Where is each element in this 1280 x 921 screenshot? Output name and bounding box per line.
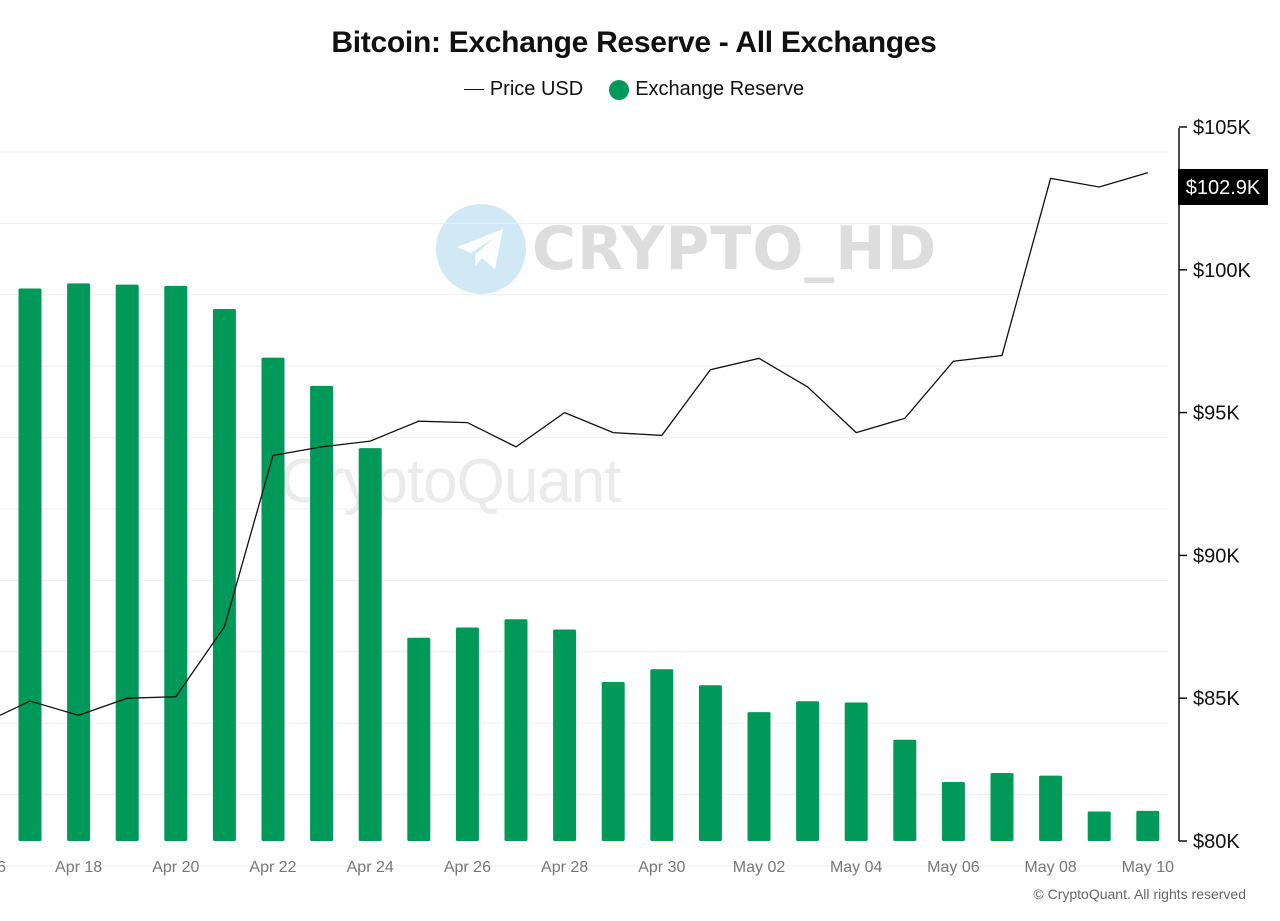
x-tick-label: Apr 22	[249, 859, 296, 876]
reserve-bar[interactable]	[455, 627, 479, 841]
y-tick-label: $90K	[1193, 545, 1240, 567]
reserve-bar[interactable]	[553, 629, 577, 841]
x-tick-label: Apr 30	[638, 859, 685, 876]
x-tick-label: Apr 18	[55, 859, 102, 876]
x-tick-label: Apr 26	[444, 859, 491, 876]
y-tick-label: $85K	[1193, 688, 1240, 710]
reserve-bar[interactable]	[261, 357, 285, 841]
reserve-bar[interactable]	[18, 288, 42, 841]
reserve-bar[interactable]	[504, 619, 528, 841]
x-tick-label: May 08	[1024, 859, 1077, 876]
y-tick-label: $105K	[1193, 117, 1251, 139]
reserve-bar[interactable]	[941, 782, 965, 841]
x-tick-label: May 02	[733, 859, 786, 876]
legend-item-reserve[interactable]: Exchange Reserve	[609, 78, 804, 101]
y-tick-label: $95K	[1193, 403, 1240, 425]
price-line[interactable]	[0, 172, 1148, 717]
reserve-bar[interactable]	[164, 285, 188, 841]
legend-item-price[interactable]: Price USD	[463, 78, 584, 101]
x-tick-label: Apr 20	[152, 859, 199, 876]
reserve-bar[interactable]	[893, 739, 917, 841]
reserve-bar[interactable]	[1136, 810, 1160, 841]
reserve-bar[interactable]	[1087, 811, 1111, 841]
x-tick-label: Apr 24	[347, 859, 394, 876]
reserve-bar[interactable]	[990, 773, 1014, 841]
reserve-bar[interactable]	[1039, 775, 1063, 841]
telegram-plane-icon	[436, 204, 526, 294]
reserve-bar[interactable]	[844, 702, 868, 841]
y-tick-label: $80K	[1193, 831, 1240, 853]
x-tick-label: May 06	[927, 859, 980, 876]
y-tick-label: $100K	[1193, 260, 1251, 282]
x-tick-label: May 10	[1122, 859, 1175, 876]
telegram-watermark-text: CRYPTO_HD	[532, 214, 938, 284]
reserve-bar[interactable]	[601, 682, 625, 841]
last-price-badge	[1178, 168, 1268, 205]
reserve-bar[interactable]	[115, 284, 139, 841]
legend-reserve-label: Exchange Reserve	[635, 78, 805, 100]
reserve-bar[interactable]	[650, 669, 674, 841]
x-tick-label: May 04	[830, 859, 883, 876]
reserve-bar[interactable]	[747, 712, 771, 841]
reserve-bar[interactable]	[796, 701, 820, 841]
legend-dot-swatch	[609, 79, 630, 100]
legend-price-label: Price USD	[489, 78, 584, 100]
chart-legend: Price USD Exchange Reserve	[0, 78, 1268, 101]
cryptoquant-watermark: CryptoQuant	[280, 447, 622, 516]
reserve-bar[interactable]	[698, 685, 722, 841]
x-tick-label: Apr 28	[541, 859, 588, 876]
reserve-bar[interactable]	[358, 448, 382, 841]
legend-line-swatch	[463, 89, 484, 90]
last-price-label: $102.9K	[1186, 177, 1261, 199]
reserve-bar[interactable]	[407, 637, 431, 841]
reserve-bar[interactable]	[212, 308, 236, 842]
chart-title: Bitcoin: Exchange Reserve - All Exchange…	[331, 26, 937, 59]
telegram-watermark: CRYPTO_HD	[436, 204, 937, 294]
reserve-bar[interactable]	[310, 385, 334, 841]
x-tick-label: 6	[0, 859, 6, 876]
copyright-notice: © CryptoQuant. All rights reserved	[1033, 886, 1246, 902]
reserve-bar[interactable]	[67, 283, 91, 842]
